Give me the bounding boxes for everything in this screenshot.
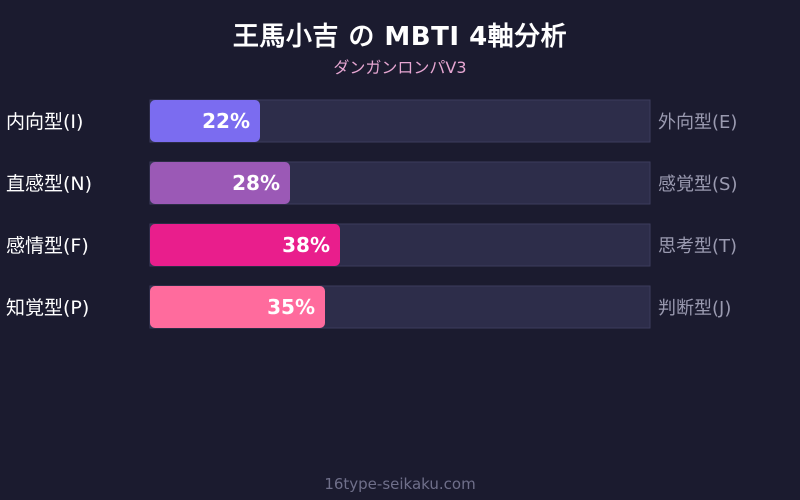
opposite-label: 外向型(E)	[658, 112, 737, 133]
bar-row: 知覚型(P) 35% 判断型(J)	[6, 285, 731, 329]
chart-subtitle: ダンガンロンパV3	[333, 58, 467, 77]
category-label: 直感型(N)	[6, 173, 92, 195]
bar-row: 内向型(I) 22% 外向型(E)	[6, 99, 737, 143]
category-label: 内向型(I)	[6, 111, 83, 133]
bar	[150, 100, 260, 142]
chart-title: 王馬小吉 の MBTI 4軸分析	[232, 22, 568, 52]
value-label: 28%	[232, 171, 280, 195]
bar-row: 感情型(F) 38% 思考型(T)	[6, 223, 737, 267]
opposite-label: 判断型(J)	[658, 298, 731, 319]
bar-row: 直感型(N) 28% 感覚型(S)	[6, 161, 737, 205]
category-label: 感情型(F)	[6, 235, 89, 257]
opposite-label: 感覚型(S)	[658, 174, 737, 195]
bar	[150, 224, 340, 266]
value-label: 35%	[267, 295, 315, 319]
category-label: 知覚型(P)	[6, 297, 89, 319]
bar	[150, 162, 290, 204]
value-label: 22%	[202, 109, 250, 133]
site-footer: 16type-seikaku.com	[324, 475, 476, 493]
opposite-label: 思考型(T)	[658, 236, 737, 257]
value-label: 38%	[282, 233, 330, 257]
bar	[150, 286, 325, 328]
